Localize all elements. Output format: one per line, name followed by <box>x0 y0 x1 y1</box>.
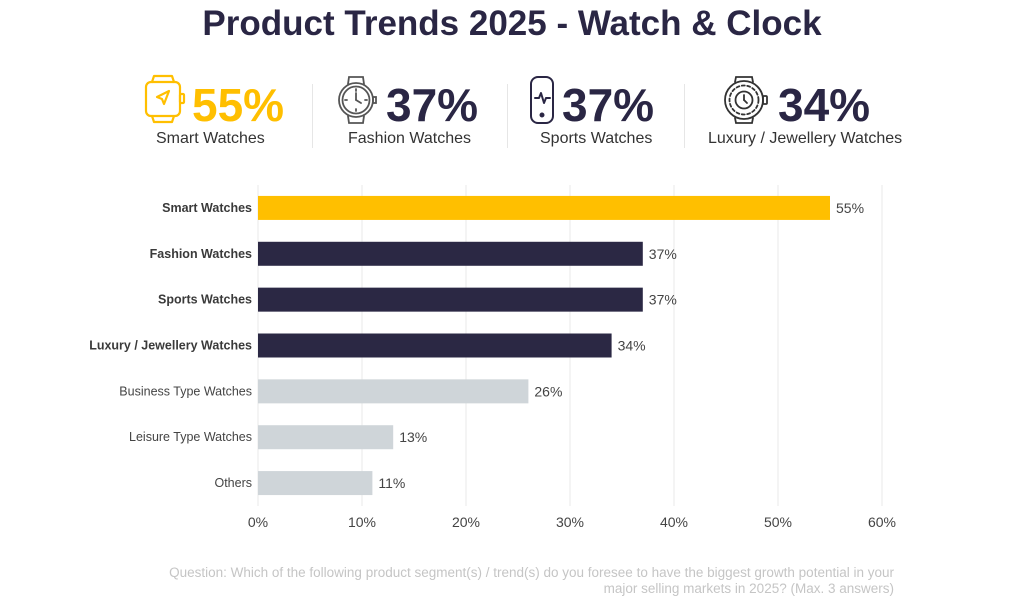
kpi-sports-watches: 37% Sports Watches <box>528 70 688 154</box>
kpi-value: 55% <box>192 79 285 131</box>
data-label: 37% <box>649 246 677 262</box>
kpi-label: Fashion Watches <box>348 130 472 147</box>
x-tick-label: 50% <box>764 514 792 530</box>
data-label: 37% <box>649 292 677 308</box>
page-title: Product Trends 2025 - Watch & Clock <box>202 4 822 43</box>
kpi-divider <box>507 84 508 148</box>
data-label: 34% <box>618 338 646 354</box>
bar <box>258 241 643 266</box>
luxury-watch-icon <box>722 74 770 131</box>
bar <box>258 333 612 358</box>
kpi-label: Luxury / Jewellery Watches <box>708 130 903 147</box>
x-tick-label: 20% <box>452 514 480 530</box>
data-label: 11% <box>378 475 405 491</box>
category-label: Smart Watches <box>162 201 252 215</box>
bar <box>258 471 373 496</box>
kpi-fashion-watches: 37% Fashion Watches <box>336 70 496 154</box>
data-label: 13% <box>399 429 427 445</box>
x-tick-label: 40% <box>660 514 688 530</box>
fitness-band-icon <box>528 74 558 131</box>
category-label: Others <box>214 476 252 490</box>
kpi-luxury-watches: 34% Luxury / Jewellery Watches <box>708 70 908 154</box>
kpi-label: Smart Watches <box>156 130 265 147</box>
kpi-value: 37% <box>562 79 655 131</box>
kpi-value: 37% <box>386 79 479 131</box>
footnote: Question: Which of the following product… <box>134 565 894 597</box>
bar <box>258 287 643 312</box>
category-label: Fashion Watches <box>150 247 252 261</box>
kpi-value: 34% <box>778 79 871 131</box>
smartwatch-icon <box>142 74 186 129</box>
kpi-divider <box>312 84 313 148</box>
category-label: Business Type Watches <box>119 384 252 398</box>
x-tick-label: 10% <box>348 514 376 530</box>
x-tick-label: 30% <box>556 514 584 530</box>
data-label: 26% <box>534 383 562 399</box>
kpi-divider <box>684 84 685 148</box>
footnote-line-1: Question: Which of the following product… <box>169 565 894 580</box>
category-label: Leisure Type Watches <box>129 430 252 444</box>
x-tick-label: 60% <box>868 514 896 530</box>
analog-watch-icon <box>336 74 378 131</box>
kpi-smart-watches: 55% Smart Watches <box>140 70 300 154</box>
bar <box>258 379 529 404</box>
category-label: Luxury / Jewellery Watches <box>89 339 252 353</box>
x-tick-label: 0% <box>248 514 268 530</box>
bar <box>258 425 394 450</box>
category-label: Sports Watches <box>158 293 252 307</box>
kpi-label: Sports Watches <box>540 130 653 147</box>
data-label: 55% <box>836 200 864 216</box>
bar <box>258 195 830 220</box>
footnote-line-2: major selling markets in 2025? (Max. 3 a… <box>603 581 894 596</box>
